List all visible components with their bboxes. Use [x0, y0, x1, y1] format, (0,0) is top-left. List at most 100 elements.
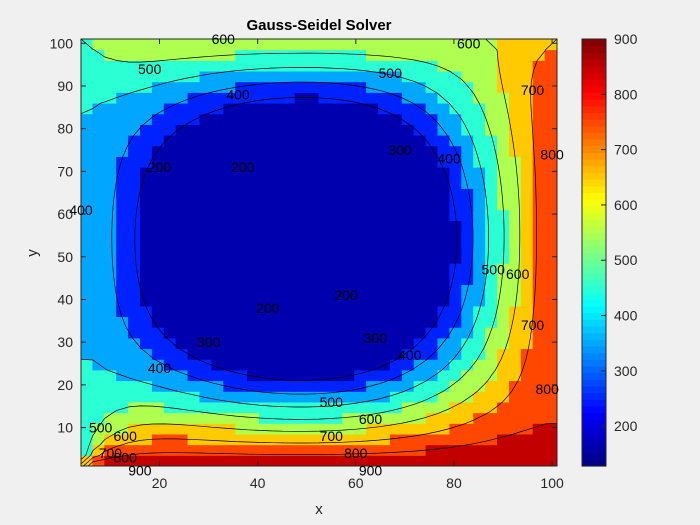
- contour-cell: [532, 198, 546, 211]
- contour-cell: [330, 49, 344, 61]
- contour-cell: [235, 59, 249, 72]
- contour-label: 200: [231, 159, 255, 175]
- contour-cell: [116, 337, 130, 350]
- contour-cell: [378, 81, 391, 93]
- contour-cell: [92, 145, 106, 157]
- contour-cell: [211, 102, 225, 115]
- contour-cell: [270, 187, 284, 200]
- contour-cell: [104, 412, 118, 424]
- x-tick-label: 80: [446, 475, 462, 491]
- contour-cell: [401, 358, 415, 371]
- contour-cell: [425, 380, 439, 392]
- contour-lines: [81, 39, 557, 466]
- contour-cell: [437, 241, 451, 253]
- contour-cell: [378, 177, 391, 189]
- contour-cell: [104, 262, 118, 275]
- contour-cell: [81, 369, 94, 382]
- contour-cell: [413, 123, 427, 136]
- contour-cell: [354, 155, 368, 168]
- contour-cell: [330, 252, 344, 264]
- contour-cell: [330, 230, 344, 243]
- contour-cell: [235, 166, 249, 179]
- contour-cell: [116, 166, 130, 179]
- contour-cell: [437, 59, 451, 72]
- contour-cell: [485, 91, 498, 104]
- contour-cell: [330, 262, 344, 275]
- contour-cell: [437, 262, 451, 275]
- contour-cell: [81, 412, 94, 424]
- contour-cell: [425, 155, 439, 168]
- contour-cell: [187, 39, 201, 51]
- colorbar-tick-label: 200: [614, 418, 638, 434]
- contour-cell: [497, 358, 510, 371]
- contour-cell: [199, 91, 213, 104]
- contour-cell: [247, 241, 260, 253]
- contour-cell: [508, 59, 522, 72]
- contour-cell: [163, 326, 177, 339]
- contour-cell: [461, 273, 475, 286]
- contour-cell: [294, 219, 308, 232]
- contour-cell: [306, 187, 320, 200]
- contour-cell: [425, 412, 439, 424]
- contour-cell: [270, 177, 284, 189]
- contour-cell: [235, 134, 249, 147]
- contour-cell: [366, 177, 379, 189]
- contour-cell: [366, 284, 379, 296]
- contour-cell: [104, 230, 118, 243]
- contour-cell: [425, 422, 439, 435]
- contour-cell: [104, 177, 118, 189]
- contour-cell: [508, 166, 522, 179]
- contour-cell: [354, 433, 368, 446]
- contour-cell: [449, 294, 463, 307]
- contour-cell: [366, 305, 379, 318]
- contour-cell: [211, 155, 225, 168]
- contour-cell: [342, 401, 356, 414]
- contour-cell: [318, 113, 332, 125]
- contour-cell: [175, 49, 189, 61]
- contour-cell: [223, 444, 237, 456]
- contour-cell: [187, 262, 201, 275]
- contour-cell: [449, 39, 463, 51]
- contour-cell: [294, 273, 308, 286]
- contour-cell: [461, 177, 475, 189]
- colorbar-segment: [582, 285, 606, 294]
- contour-cell: [199, 81, 213, 93]
- contour-cell: [378, 123, 391, 136]
- contour-cell: [235, 70, 249, 83]
- contour-cell: [497, 230, 510, 243]
- contour-cell: [259, 70, 272, 83]
- contour-cell: [151, 209, 165, 221]
- contour-cell: [235, 102, 249, 115]
- contour-cell: [544, 316, 557, 328]
- contour-cell: [544, 401, 557, 414]
- contour-cell: [544, 252, 557, 264]
- contour-cell: [128, 113, 141, 125]
- contour-cell: [318, 177, 332, 189]
- contour-cell: [366, 59, 379, 72]
- contour-cell: [497, 412, 510, 424]
- contour-cell: [473, 294, 487, 307]
- contour-cell: [437, 91, 451, 104]
- contour-cell: [389, 369, 403, 382]
- contour-cell: [235, 358, 249, 371]
- contour-cell: [223, 198, 237, 211]
- contour-cell: [270, 230, 284, 243]
- contour-cell: [259, 166, 272, 179]
- contour-cell: [247, 81, 260, 93]
- contour-cell: [92, 273, 106, 286]
- contour-cell: [151, 294, 165, 307]
- contour-cell: [485, 390, 498, 403]
- contour-cell: [175, 209, 189, 221]
- contour-cell: [128, 358, 141, 371]
- contour-cell: [175, 422, 189, 435]
- contour-cell: [532, 39, 546, 51]
- contour-cell: [378, 348, 391, 360]
- contour-cell: [401, 230, 415, 243]
- contour-cell: [389, 59, 403, 72]
- contour-cell: [508, 262, 522, 275]
- contour-cell: [151, 145, 165, 157]
- contour-cell: [485, 401, 498, 414]
- contour-cell: [294, 358, 308, 371]
- contour-cell: [247, 230, 260, 243]
- contour-cell: [92, 209, 106, 221]
